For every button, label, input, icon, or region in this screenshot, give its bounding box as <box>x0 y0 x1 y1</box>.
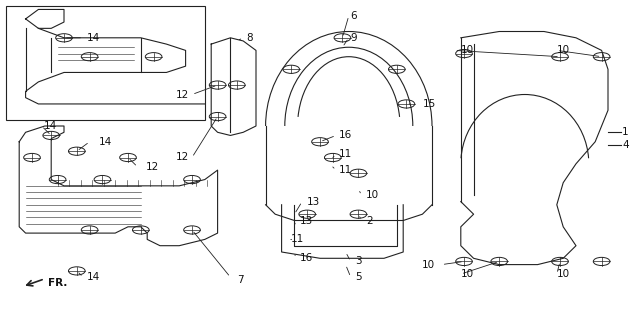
Text: 10: 10 <box>366 190 380 200</box>
Text: 14: 14 <box>86 272 100 282</box>
Text: 14: 14 <box>44 121 57 131</box>
Text: 13: 13 <box>307 197 321 207</box>
Text: 15: 15 <box>422 99 436 109</box>
Text: FR.: FR. <box>48 278 67 289</box>
Text: 13: 13 <box>300 215 313 226</box>
Text: 12: 12 <box>175 152 189 163</box>
Bar <box>6 6 205 120</box>
Text: 5: 5 <box>355 272 362 282</box>
Text: 10: 10 <box>461 269 474 279</box>
Text: 10: 10 <box>557 269 570 279</box>
Text: 10: 10 <box>557 45 570 55</box>
Text: 16: 16 <box>339 130 353 140</box>
Text: 8: 8 <box>246 33 253 43</box>
Text: 1: 1 <box>622 127 628 137</box>
Text: 10: 10 <box>461 45 474 55</box>
Text: 12: 12 <box>146 162 159 172</box>
Text: 12: 12 <box>175 89 189 100</box>
Text: 11: 11 <box>291 234 305 244</box>
Text: 4: 4 <box>622 140 628 150</box>
Text: 16: 16 <box>300 253 313 263</box>
Text: 14: 14 <box>99 137 113 147</box>
Text: 14: 14 <box>86 33 100 43</box>
Text: 10: 10 <box>422 260 435 270</box>
Text: 11: 11 <box>339 149 353 159</box>
Text: 7: 7 <box>237 275 243 285</box>
Text: 6: 6 <box>351 11 357 21</box>
Text: 9: 9 <box>351 33 357 43</box>
Text: 2: 2 <box>366 215 372 226</box>
Text: 3: 3 <box>355 256 362 266</box>
Text: 11: 11 <box>339 165 353 175</box>
